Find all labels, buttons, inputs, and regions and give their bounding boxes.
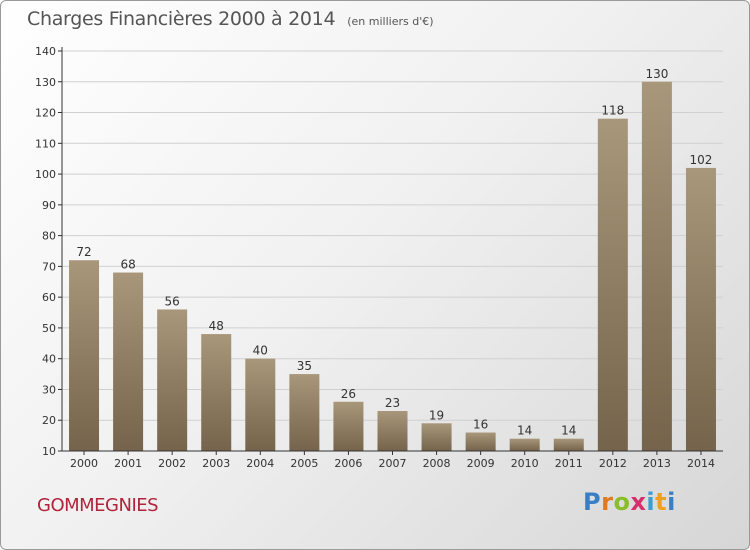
bar-value-label: 14 [517,424,532,438]
bar [289,374,320,451]
y-tick-label: 110 [35,137,56,150]
bar-value-label: 56 [165,294,180,308]
bar-value-label: 14 [561,424,576,438]
title-row: Charges Financières 2000 à 2014 (en milli… [27,8,434,30]
logo-letter: r [601,488,614,516]
x-tick-label: 2007 [379,457,407,470]
x-tick-label: 2010 [511,457,539,470]
x-tick-label: 2004 [246,457,274,470]
bar-value-label: 68 [120,258,135,272]
x-tick-label: 2012 [599,457,627,470]
proxiti-logo: Proxiti [583,488,676,516]
bar-value-label: 16 [473,418,488,432]
bar-value-label: 26 [341,387,356,401]
logo-letter: x [630,488,647,516]
logo-letter: t [655,488,668,516]
x-tick-label: 2002 [158,457,186,470]
bar [641,81,672,452]
logo-letter: o [613,488,631,516]
bar [245,358,276,451]
logo-letter: P [583,488,602,516]
bar-value-label: 130 [645,67,668,81]
x-tick-label: 2001 [114,457,142,470]
bar [157,309,188,451]
bar-value-label: 102 [690,153,713,167]
bar [69,260,100,451]
bar [509,438,540,451]
bar [113,272,144,451]
y-tick-label: 100 [35,168,56,181]
bar [333,401,364,451]
y-tick-label: 20 [42,414,56,427]
y-tick-label: 10 [42,445,56,458]
logo-letter: i [667,488,676,516]
bar [685,167,716,451]
chart-subtitle: (en milliers d'€) [347,15,434,28]
y-tick-label: 130 [35,76,56,89]
y-tick-label: 60 [42,291,56,304]
bar [553,438,584,451]
y-tick-label: 50 [42,322,56,335]
x-tick-label: 2013 [643,457,671,470]
chart-title: Charges Financières 2000 à 2014 [27,8,336,30]
y-tick-label: 140 [35,45,56,58]
bar-value-label: 23 [385,396,400,410]
y-tick-label: 40 [42,353,56,366]
place-name: GOMMEGNIES [37,495,159,516]
y-tick-label: 30 [42,383,56,396]
x-tick-label: 2014 [687,457,715,470]
bar-value-label: 72 [76,245,91,259]
y-tick-label: 90 [42,199,56,212]
bar-value-label: 118 [601,104,624,118]
bar-value-label: 40 [253,344,268,358]
bar [597,118,628,451]
bar [377,411,408,451]
y-tick-label: 120 [35,107,56,120]
logo-letter: i [646,488,656,516]
bar [421,423,452,451]
x-tick-label: 2000 [70,457,98,470]
x-tick-label: 2003 [202,457,230,470]
bar [465,432,496,451]
bar-value-label: 48 [209,319,224,333]
bar-value-label: 35 [297,359,312,373]
bar [201,334,232,451]
x-tick-label: 2006 [334,457,362,470]
x-tick-label: 2009 [467,457,495,470]
y-tick-label: 70 [42,260,56,273]
y-tick-label: 80 [42,230,56,243]
bar-value-label: 19 [429,408,444,422]
x-tick-label: 2011 [555,457,583,470]
x-tick-label: 2008 [423,457,451,470]
x-tick-label: 2005 [290,457,318,470]
